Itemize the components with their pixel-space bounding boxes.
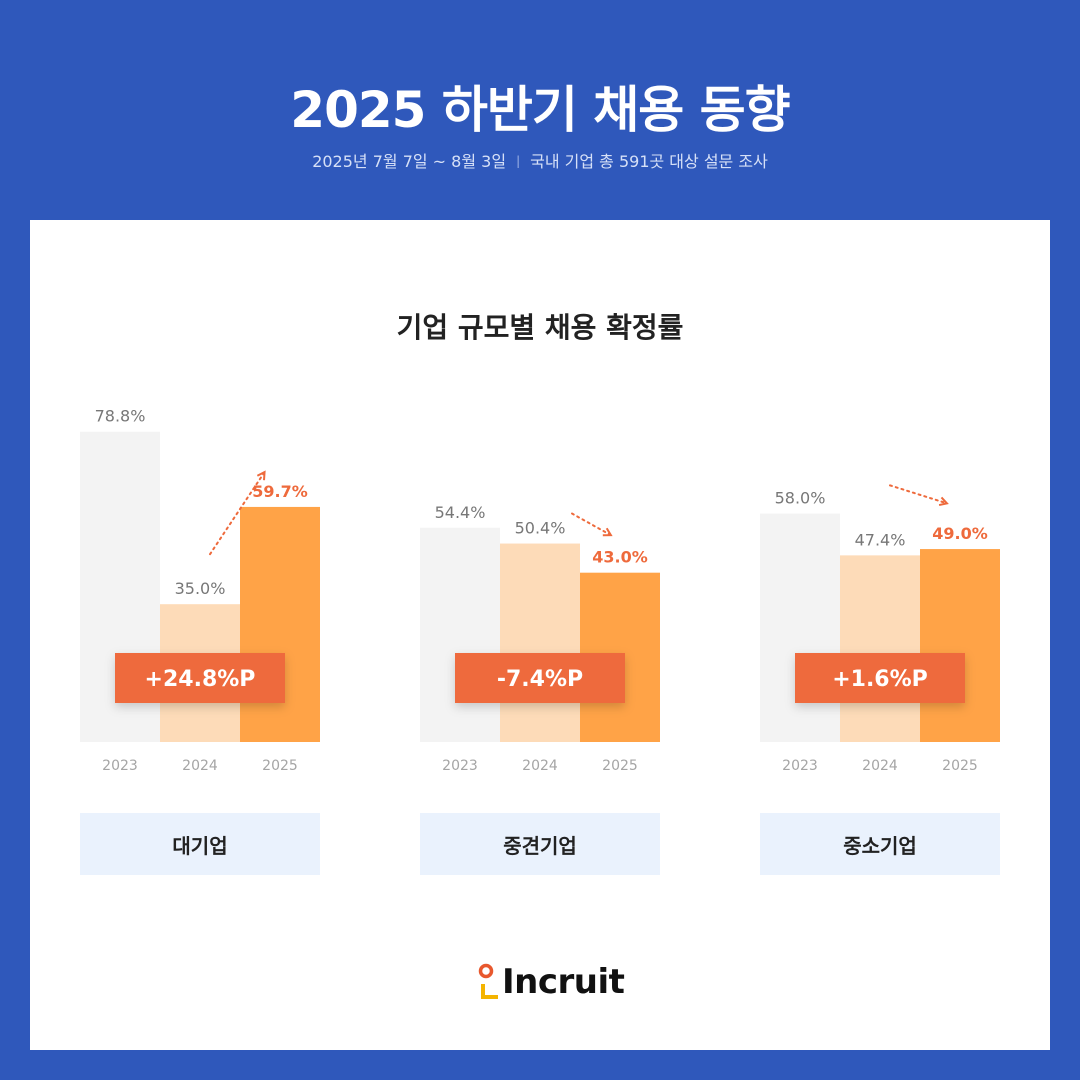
x-tick-label-1-2023: 2023 [442, 758, 478, 774]
change-badge-0 [115, 653, 285, 703]
x-tick-label-2-2025: 2025 [942, 758, 978, 774]
value-label-0-2023: 78.8% [95, 407, 146, 426]
bar-1-2024 [500, 543, 580, 742]
page-title: 2025 하반기 채용 동향 [290, 81, 790, 139]
category-label-small: 중소기업 [760, 813, 1000, 875]
bar-2-2024 [840, 555, 920, 742]
value-label-0-2024: 35.0% [175, 579, 226, 598]
survey-description: 국내 기업 총 591곳 대상 설문 조사 [530, 152, 768, 171]
change-label-1: -7.4%P [497, 667, 583, 692]
x-tick-label-0-2025: 2025 [262, 758, 298, 774]
bar-chart: 78.8% 2023 35.0% 2024 59.7% 2025 +24.8%P 54.4% 2… [80, 407, 1000, 774]
value-label-2-2025: 49.0% [932, 524, 988, 543]
bar-1-2023 [420, 527, 500, 742]
x-tick-label-2-2023: 2023 [782, 758, 818, 774]
change-label-2: +1.6%P [832, 667, 928, 692]
x-tick-label-0-2024: 2024 [182, 758, 218, 774]
brand-name: Incruit [502, 962, 625, 1002]
x-tick-label-0-2023: 2023 [102, 758, 138, 774]
category-label-midsize: 중견기업 [420, 813, 660, 875]
x-tick-label-1-2024: 2024 [522, 758, 558, 774]
value-label-0-2025: 59.7% [252, 482, 308, 501]
incruit-logo-mark [478, 962, 500, 1002]
trend-arrow-2 [889, 484, 946, 503]
trend-arrow-1 [571, 512, 610, 535]
value-label-2-2023: 58.0% [775, 489, 826, 508]
chart-title: 기업 규모별 채용 확정률 [396, 311, 684, 344]
survey-period: 2025년 7월 7일 ~ 8월 3일 [312, 152, 507, 171]
bar-2-2023 [760, 513, 840, 742]
chart-card: 기업 규모별 채용 확정률 78.8% 2023 35.0% 2024 59.7% 202… [30, 220, 1050, 1050]
bar-2-2025 [920, 549, 1000, 742]
x-tick-label-1-2025: 2025 [602, 758, 638, 774]
subtitle: 2025년 7월 7일 ~ 8월 3일 | 국내 기업 총 591곳 대상 설문 조… [0, 148, 1080, 172]
change-badge-1 [455, 653, 625, 703]
change-label-0: +24.8%P [145, 667, 256, 692]
value-label-1-2025: 43.0% [592, 548, 648, 567]
value-label-1-2024: 50.4% [515, 519, 566, 538]
incruit-logo: Incruit [478, 958, 625, 1002]
category-label-large: 대기업 [80, 813, 320, 875]
change-badge-2 [795, 653, 965, 703]
subtitle-separator: | [516, 154, 521, 168]
x-tick-label-2-2024: 2024 [862, 758, 898, 774]
value-label-1-2023: 54.4% [435, 503, 486, 522]
bar-0-2025 [240, 506, 320, 742]
trend-arrow-0 [209, 473, 264, 556]
value-label-2-2024: 47.4% [855, 530, 906, 549]
